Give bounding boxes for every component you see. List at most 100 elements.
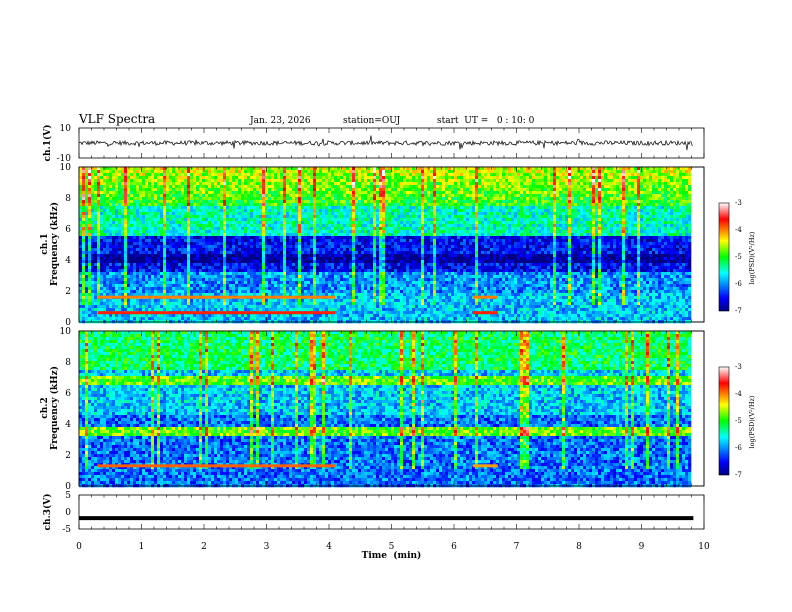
spectrogram-cell bbox=[316, 194, 319, 197]
spectrogram-cell bbox=[532, 179, 535, 182]
spectrogram-cell bbox=[331, 170, 334, 173]
spectrogram-cell bbox=[469, 185, 472, 188]
spectrogram-cell bbox=[292, 176, 295, 179]
spectrogram-cell bbox=[361, 173, 364, 176]
spectrogram-cell bbox=[112, 185, 115, 188]
spectrogram-cell bbox=[505, 185, 508, 188]
spectrogram-cell bbox=[631, 194, 634, 197]
spectrogram-cell bbox=[301, 170, 304, 173]
spectrogram-cell bbox=[685, 185, 688, 188]
spectrogram-cell bbox=[328, 173, 331, 176]
spectrogram-cell bbox=[145, 179, 148, 182]
spectrogram-cell bbox=[679, 188, 682, 191]
spectrogram-cell bbox=[541, 179, 544, 182]
spectrogram-cell bbox=[547, 182, 550, 185]
spectrogram-cell bbox=[463, 173, 466, 176]
spectrogram-cell bbox=[538, 173, 541, 176]
spectrogram-cell bbox=[658, 185, 661, 188]
spectrogram-cell bbox=[523, 170, 526, 173]
spectrogram-cell bbox=[529, 185, 532, 188]
spectrogram-cell bbox=[133, 197, 136, 200]
spectrogram-cell bbox=[118, 197, 121, 200]
spectrogram-cell bbox=[445, 176, 448, 179]
spectrogram-cell bbox=[100, 191, 103, 194]
spectrogram-cell bbox=[514, 167, 517, 170]
spectrogram-cell bbox=[82, 176, 85, 179]
spectrogram-cell bbox=[301, 179, 304, 182]
spectrogram-cell bbox=[595, 185, 598, 188]
spectrogram-cell bbox=[667, 188, 670, 191]
spectrogram-cell bbox=[316, 173, 319, 176]
spectrogram-cell bbox=[460, 188, 463, 191]
spectrogram-cell bbox=[151, 179, 154, 182]
spectrogram-cell bbox=[256, 176, 259, 179]
spectrogram-cell bbox=[376, 188, 379, 191]
spectrogram-cell bbox=[667, 167, 670, 170]
spectrogram-cell bbox=[553, 173, 556, 176]
spectrogram-cell bbox=[532, 188, 535, 191]
spectrogram-cell bbox=[463, 176, 466, 179]
spectrogram-cell bbox=[163, 176, 166, 179]
spectrogram-cell bbox=[259, 194, 262, 197]
spectrogram-cell bbox=[298, 173, 301, 176]
spectrogram-cell bbox=[148, 182, 151, 185]
spectrogram-cell bbox=[175, 170, 178, 173]
spectrogram-cell bbox=[232, 167, 235, 170]
spectrogram-cell bbox=[154, 182, 157, 185]
spectrogram-cell bbox=[157, 194, 160, 197]
spectrogram-cell bbox=[220, 197, 223, 200]
spectrogram-cell bbox=[415, 179, 418, 182]
spectrogram-cell bbox=[178, 167, 181, 170]
spectrogram-cell bbox=[448, 191, 451, 194]
spectrogram-cell bbox=[571, 176, 574, 179]
spectrogram-cell bbox=[85, 170, 88, 173]
spectrogram-cell bbox=[172, 185, 175, 188]
spectrogram-cell bbox=[430, 191, 433, 194]
spectrogram-cell bbox=[373, 194, 376, 197]
spectrogram-cell bbox=[631, 182, 634, 185]
spectrogram-cell bbox=[214, 191, 217, 194]
spectrogram-cell bbox=[220, 173, 223, 176]
spectrogram-cell bbox=[250, 194, 253, 197]
spectrogram-cell bbox=[340, 179, 343, 182]
spectrogram-cell bbox=[154, 197, 157, 200]
spectrogram-cell bbox=[439, 167, 442, 170]
spectrogram-cell bbox=[247, 191, 250, 194]
spectrogram-cell bbox=[481, 173, 484, 176]
spectrogram-cell bbox=[517, 170, 520, 173]
spectrogram-cell bbox=[571, 173, 574, 176]
spectrogram-cell bbox=[238, 188, 241, 191]
spectrogram-cell bbox=[547, 188, 550, 191]
spectrogram-cell bbox=[385, 179, 388, 182]
spectrogram-cell bbox=[595, 182, 598, 185]
spectrogram-cell bbox=[85, 167, 88, 170]
spectrogram-cell bbox=[286, 179, 289, 182]
spectrogram-cell bbox=[169, 176, 172, 179]
spectrogram-cell bbox=[538, 194, 541, 197]
spectrogram-cell bbox=[340, 185, 343, 188]
spectrogram-cell bbox=[661, 179, 664, 182]
spectrogram-cell bbox=[142, 176, 145, 179]
spectrogram-cell bbox=[595, 179, 598, 182]
spectrogram-cell bbox=[154, 188, 157, 191]
spectrogram-cell bbox=[430, 179, 433, 182]
spectrogram-cell bbox=[466, 194, 469, 197]
spectrogram-cell bbox=[406, 170, 409, 173]
spectrogram-cell bbox=[535, 188, 538, 191]
spectrogram-cell bbox=[295, 197, 298, 200]
spectrogram-cell bbox=[649, 170, 652, 173]
spectrogram-cell bbox=[472, 194, 475, 197]
spectrogram-cell bbox=[82, 170, 85, 173]
spectrogram-cell bbox=[577, 170, 580, 173]
spectrogram-cell bbox=[301, 173, 304, 176]
spectrogram-cell bbox=[112, 182, 115, 185]
spectrogram-cell bbox=[436, 167, 439, 170]
spectrogram-cell bbox=[286, 197, 289, 200]
spectrogram-cell bbox=[142, 191, 145, 194]
spectrogram-cell bbox=[265, 194, 268, 197]
spectrogram-cell bbox=[349, 191, 352, 194]
spectrogram-cell bbox=[193, 194, 196, 197]
spectrogram-cell bbox=[232, 188, 235, 191]
spectrogram-cell bbox=[583, 188, 586, 191]
spectrogram-cell bbox=[313, 170, 316, 173]
